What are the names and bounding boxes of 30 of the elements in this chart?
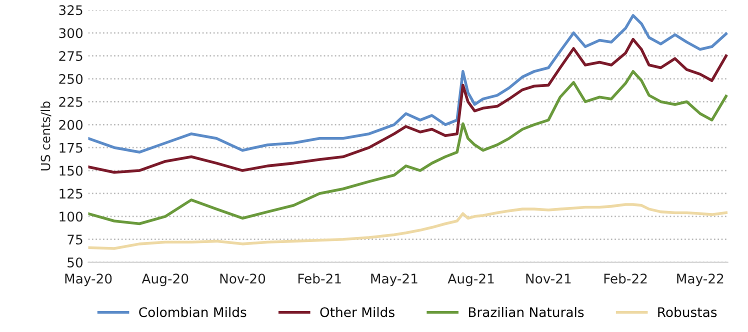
line-series bbox=[88, 203, 728, 250]
y-tick-label: 200 bbox=[59, 120, 83, 130]
x-tick-label: Nov-21 bbox=[526, 274, 571, 284]
legend-label: Other Milds bbox=[320, 306, 394, 318]
y-tick-label: 225 bbox=[59, 96, 82, 107]
x-tick-label: Aug-20 bbox=[142, 274, 188, 286]
y-tick-label: 125 bbox=[60, 188, 82, 199]
y-tick-label: 300 bbox=[59, 28, 83, 38]
y-tick-label: 100 bbox=[60, 212, 83, 222]
legend-label: Brazilian Naturals bbox=[468, 306, 584, 318]
legend-label: Colombian Milds bbox=[139, 306, 246, 318]
y-axis-title: US cents/lb bbox=[40, 102, 52, 170]
y-tick-label: 325 bbox=[59, 5, 82, 16]
x-tick-label: Feb-22 bbox=[604, 273, 647, 284]
y-tick-label: 75 bbox=[68, 234, 82, 245]
y-tick-label: 275 bbox=[59, 51, 82, 62]
x-tick-label: Nov-20 bbox=[220, 274, 266, 284]
line-series bbox=[88, 14, 728, 154]
y-tick-label: 50 bbox=[68, 258, 83, 268]
y-tick-label: 175 bbox=[60, 142, 82, 153]
y-tick-label: 150 bbox=[60, 166, 83, 176]
y-tick-label: 250 bbox=[59, 74, 83, 84]
legend-label: Robustas bbox=[658, 306, 717, 318]
x-tick-label: May-21 bbox=[371, 274, 418, 286]
x-tick-label: Aug-21 bbox=[448, 274, 494, 286]
x-tick-label: May-20 bbox=[65, 274, 112, 286]
x-tick-label: May-22 bbox=[677, 274, 724, 286]
line-series bbox=[88, 38, 728, 174]
x-tick-label: Feb-21 bbox=[298, 273, 341, 284]
line-series bbox=[88, 70, 728, 226]
